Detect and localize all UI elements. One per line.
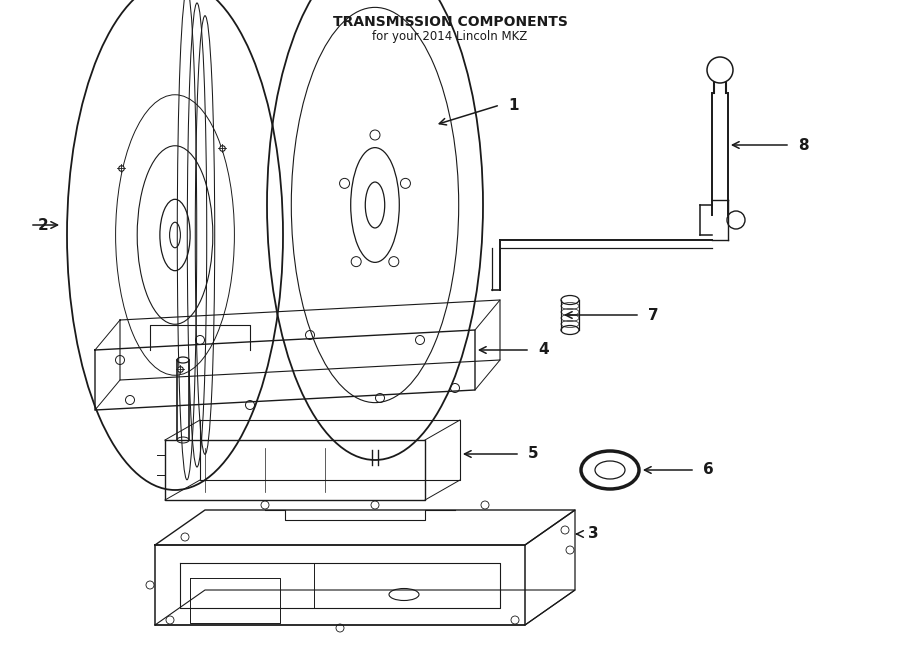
Text: TRANSMISSION COMPONENTS: TRANSMISSION COMPONENTS <box>333 15 567 29</box>
Text: 7: 7 <box>648 307 659 323</box>
Text: 5: 5 <box>528 446 538 461</box>
Text: 3: 3 <box>588 527 598 541</box>
Text: 4: 4 <box>538 342 549 358</box>
Text: 1: 1 <box>508 98 518 112</box>
Text: 2: 2 <box>38 217 49 233</box>
Text: 6: 6 <box>703 463 714 477</box>
Text: for your 2014 Lincoln MKZ: for your 2014 Lincoln MKZ <box>373 30 527 43</box>
Text: 8: 8 <box>798 137 808 153</box>
